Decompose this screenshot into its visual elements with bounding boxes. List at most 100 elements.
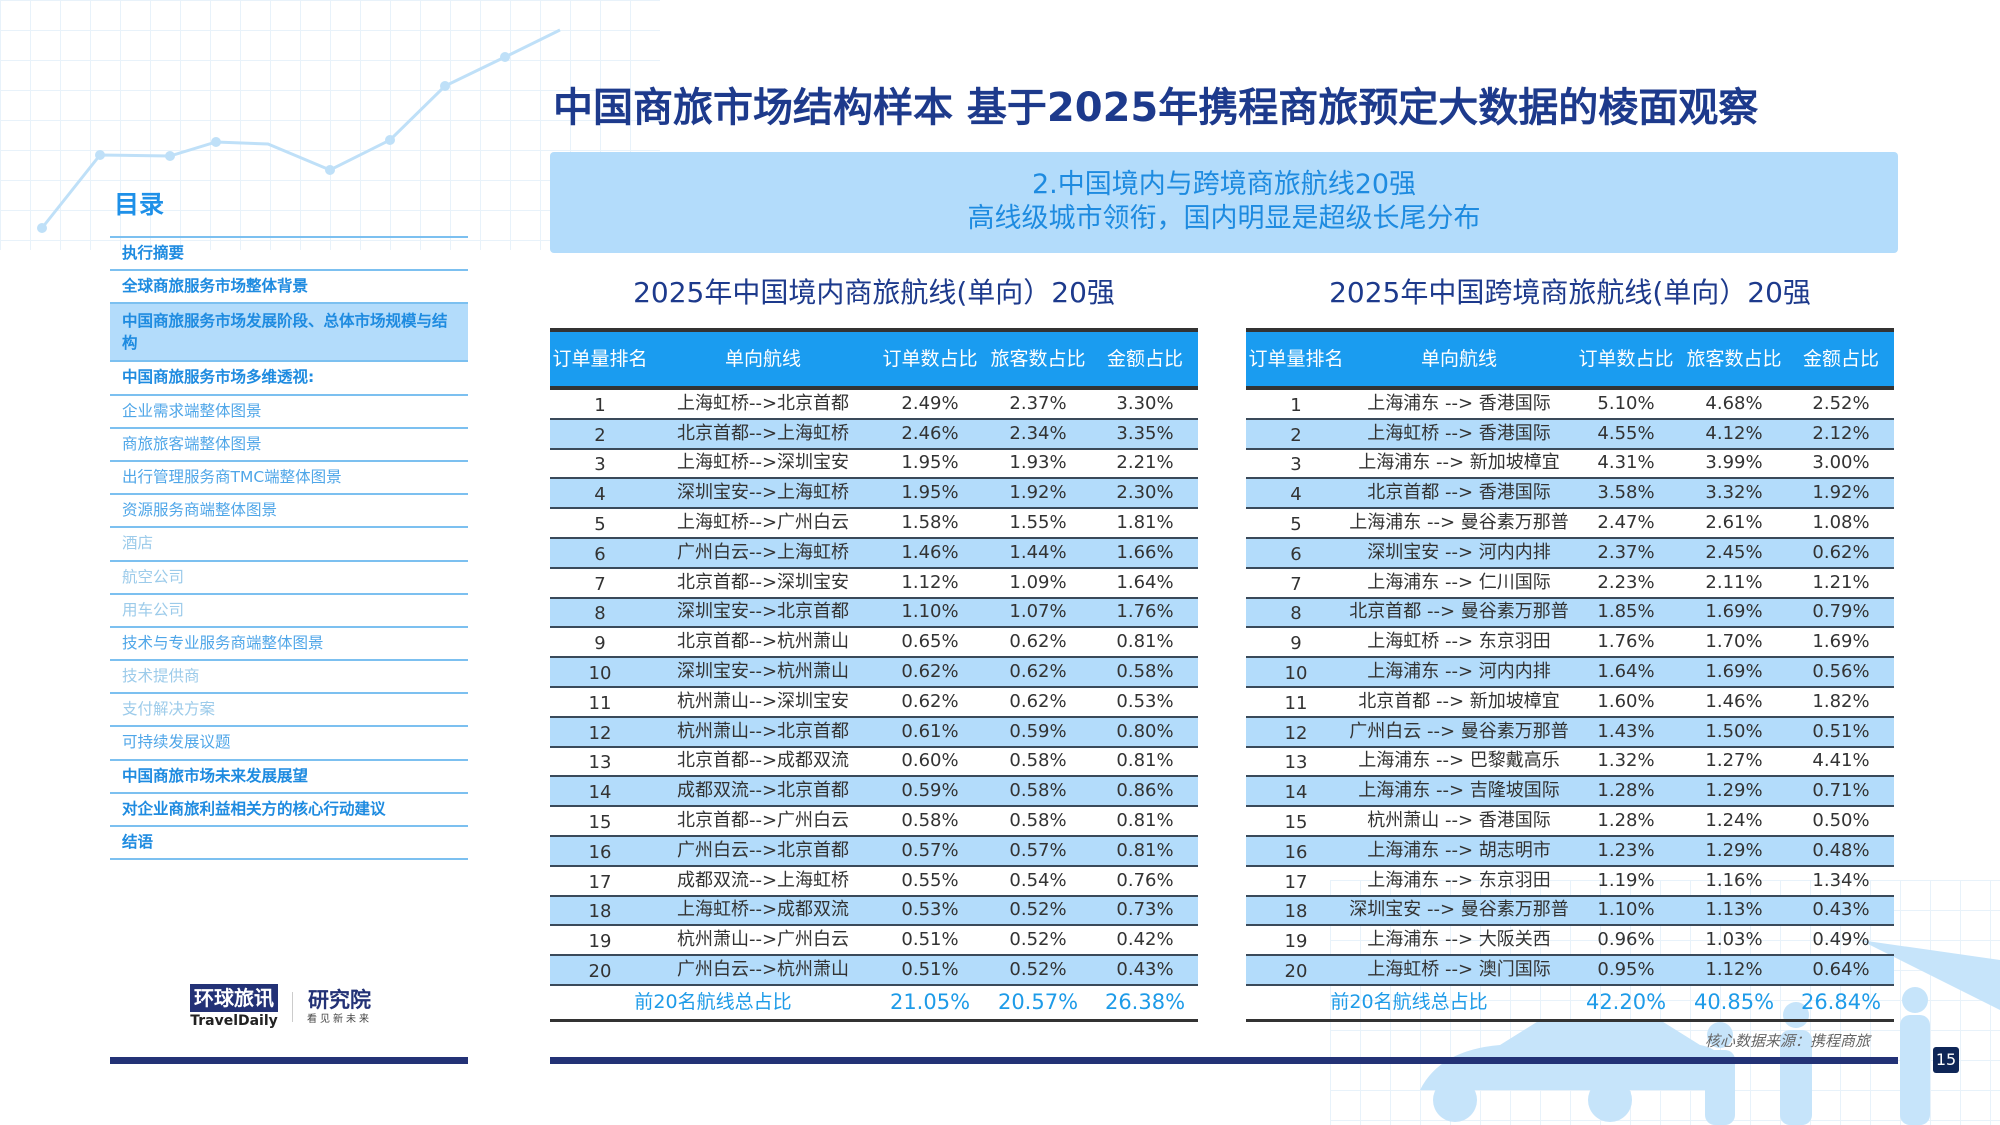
cross-border-table-title: 2025年中国跨境商旅航线(单向）20强 bbox=[1329, 276, 1811, 309]
passengers-share-cell: 1.09% bbox=[1009, 571, 1067, 593]
table-row: 9 北京首都-->杭州萧山 0.65% 0.62% 0.81% bbox=[550, 628, 1198, 659]
rank-cell: 9 bbox=[1290, 633, 1302, 655]
orders-share-cell: 1.95% bbox=[901, 482, 959, 504]
route-cell: 北京首都-->广州白云 bbox=[676, 810, 850, 832]
amount-share-cell: 0.49% bbox=[1812, 929, 1870, 951]
amount-share-cell: 0.71% bbox=[1812, 780, 1870, 802]
orders-share-cell: 1.76% bbox=[1597, 631, 1655, 653]
orders-share-cell: 1.19% bbox=[1597, 869, 1655, 891]
passengers-share-cell: 1.13% bbox=[1705, 899, 1763, 921]
passengers-share-cell: 0.57% bbox=[1009, 839, 1067, 861]
toc-item[interactable]: 结语 bbox=[110, 827, 468, 861]
passengers-share-cell: 1.29% bbox=[1705, 780, 1763, 802]
rank-cell: 2 bbox=[594, 424, 606, 446]
orders-share-cell: 0.96% bbox=[1597, 929, 1655, 951]
rank-cell: 14 bbox=[1284, 782, 1308, 804]
toc-item[interactable]: 商旅旅客端整体图景 bbox=[110, 429, 468, 462]
amount-share-cell: 0.86% bbox=[1116, 780, 1174, 802]
toc-item[interactable]: 可持续发展议题 bbox=[110, 727, 468, 761]
banner-line-2: 高线级城市领衔，国内明显是超级长尾分布 bbox=[967, 203, 1481, 234]
route-cell: 深圳宝安-->北京首都 bbox=[676, 601, 850, 623]
toc-item[interactable]: 用车公司 bbox=[110, 595, 468, 628]
passengers-share-cell: 1.55% bbox=[1009, 512, 1067, 534]
amount-share-cell: 1.81% bbox=[1116, 512, 1174, 534]
table-row: 5 上海浦东 --> 曼谷素万那普 2.47% 2.61% 1.08% bbox=[1246, 509, 1894, 539]
passengers-share-cell: 1.93% bbox=[1009, 452, 1067, 474]
orders-share-cell: 1.32% bbox=[1597, 750, 1655, 772]
amount-share-cell: 0.58% bbox=[1116, 661, 1174, 683]
rank-cell: 20 bbox=[588, 961, 612, 983]
table-row: 13 上海浦东 --> 巴黎戴高乐 1.32% 1.27% 4.41% bbox=[1246, 748, 1894, 778]
passengers-share-cell: 1.69% bbox=[1705, 661, 1763, 683]
total-label: 前20名航线总占比 bbox=[1330, 991, 1488, 1014]
amount-share-cell: 1.76% bbox=[1116, 601, 1174, 623]
orders-share-cell: 4.55% bbox=[1597, 422, 1655, 444]
table-row: 17 成都双流-->上海虹桥 0.55% 0.54% 0.76% bbox=[550, 867, 1198, 897]
table-row: 4 深圳宝安-->上海虹桥 1.95% 1.92% 2.30% bbox=[550, 479, 1198, 510]
total-passengers: 20.57% bbox=[997, 990, 1079, 1015]
route-cell: 上海浦东 --> 新加坡樟宜 bbox=[1358, 452, 1560, 474]
route-cell: 深圳宝安-->杭州萧山 bbox=[676, 661, 850, 683]
total-orders: 21.05% bbox=[889, 990, 971, 1015]
table-row: 17 上海浦东 --> 东京羽田 1.19% 1.16% 1.34% bbox=[1246, 867, 1894, 897]
toc-item[interactable]: 酒店 bbox=[110, 528, 468, 562]
rank-cell: 4 bbox=[1290, 484, 1302, 506]
orders-share-cell: 1.28% bbox=[1597, 780, 1655, 802]
table-row: 5 上海虹桥-->广州白云 1.58% 1.55% 1.81% bbox=[550, 509, 1198, 539]
amount-share-cell: 1.34% bbox=[1812, 869, 1870, 891]
toc-item[interactable]: 航空公司 bbox=[110, 562, 468, 595]
route-cell: 上海浦东 --> 曼谷素万那普 bbox=[1349, 512, 1569, 534]
amount-share-cell: 1.64% bbox=[1116, 571, 1174, 593]
toc-item[interactable]: 中国商旅服务市场多维透视: bbox=[110, 362, 468, 396]
amount-share-cell: 1.69% bbox=[1812, 631, 1870, 653]
column-header: 旅客数占比 bbox=[1686, 348, 1782, 370]
toc-item[interactable]: 技术与专业服务商端整体图景 bbox=[110, 628, 468, 662]
orders-share-cell: 1.60% bbox=[1597, 690, 1655, 712]
domestic-table-title: 2025年中国境内商旅航线(单向）20强 bbox=[633, 276, 1115, 309]
toc-item[interactable]: 对企业商旅利益相关方的核心行动建议 bbox=[110, 794, 468, 827]
rank-cell: 6 bbox=[594, 543, 606, 565]
column-header: 单向航线 bbox=[1420, 348, 1497, 370]
route-cell: 上海浦东 --> 仁川国际 bbox=[1367, 571, 1551, 593]
toc-item[interactable]: 出行管理服务商TMC端整体图景 bbox=[110, 462, 468, 496]
toc-item[interactable]: 企业需求端整体图景 bbox=[110, 396, 468, 429]
amount-share-cell: 0.81% bbox=[1116, 810, 1174, 832]
table-row: 8 深圳宝安-->北京首都 1.10% 1.07% 1.76% bbox=[550, 598, 1198, 629]
table-row: 4 北京首都 --> 香港国际 3.58% 3.32% 1.92% bbox=[1246, 479, 1894, 510]
rank-cell: 13 bbox=[588, 752, 612, 774]
route-cell: 上海浦东 --> 巴黎戴高乐 bbox=[1358, 750, 1560, 772]
route-cell: 上海浦东 --> 香港国际 bbox=[1367, 392, 1551, 414]
toc-item[interactable]: 全球商旅服务市场整体背景 bbox=[110, 271, 468, 305]
domestic-routes-table: 订单量排名 单向航线 订单数占比 旅客数占比 金额占比 1 上海虹桥-->北京首都 2.49%… bbox=[550, 328, 1198, 1022]
orders-share-cell: 0.57% bbox=[901, 839, 959, 861]
amount-share-cell: 0.81% bbox=[1116, 839, 1174, 861]
rank-cell: 7 bbox=[594, 573, 606, 595]
rank-cell: 8 bbox=[1290, 603, 1302, 625]
table-row: 11 杭州萧山-->深圳宝安 0.62% 0.62% 0.53% bbox=[550, 688, 1198, 718]
page-title: 中国商旅市场结构样本 基于2025年携程商旅预定大数据的棱面观察 bbox=[553, 85, 1759, 131]
toc-item[interactable]: 技术提供商 bbox=[110, 661, 468, 695]
amount-share-cell: 1.66% bbox=[1116, 541, 1174, 563]
passengers-share-cell: 0.58% bbox=[1009, 810, 1067, 832]
passengers-share-cell: 0.58% bbox=[1009, 780, 1067, 802]
toc-item[interactable]: 支付解决方案 bbox=[110, 694, 468, 728]
route-cell: 上海虹桥-->广州白云 bbox=[676, 512, 850, 534]
toc-item[interactable]: 中国商旅市场未来发展展望 bbox=[110, 761, 468, 794]
toc-item[interactable]: 资源服务商端整体图景 bbox=[110, 495, 468, 529]
travel-illustration bbox=[1420, 940, 2000, 1125]
toc-item[interactable]: 执行摘要 bbox=[110, 238, 468, 272]
route-cell: 广州白云 --> 曼谷素万那普 bbox=[1349, 720, 1569, 742]
rank-cell: 18 bbox=[588, 901, 612, 923]
route-cell: 上海浦东 --> 吉隆坡国际 bbox=[1358, 780, 1560, 802]
amount-share-cell: 2.12% bbox=[1812, 422, 1870, 444]
column-header: 金额占比 bbox=[1106, 348, 1183, 370]
rank-cell: 15 bbox=[1284, 812, 1308, 834]
toc-title: 目录 bbox=[114, 190, 165, 219]
table-row: 12 广州白云 --> 曼谷素万那普 1.43% 1.50% 0.51% bbox=[1246, 717, 1894, 748]
amount-share-cell: 0.50% bbox=[1812, 810, 1870, 832]
orders-share-cell: 1.28% bbox=[1597, 810, 1655, 832]
rank-cell: 4 bbox=[594, 484, 606, 506]
orders-share-cell: 1.85% bbox=[1597, 601, 1655, 623]
toc-item[interactable]: 中国商旅服务市场发展阶段、总体市场规模与结构 bbox=[110, 304, 468, 363]
orders-share-cell: 1.43% bbox=[1597, 720, 1655, 742]
